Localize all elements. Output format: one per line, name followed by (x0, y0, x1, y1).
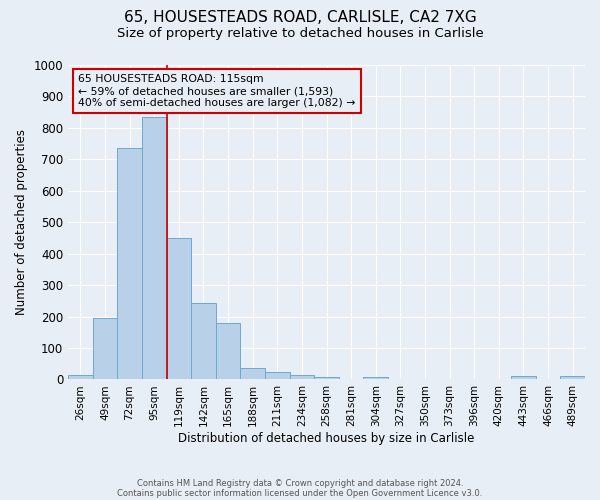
Bar (241, 368, 265, 380)
Bar (314, 377, 339, 380)
Bar (560, 376, 585, 380)
Bar (265, 372, 290, 380)
Bar (167, 238, 191, 380)
Text: 65 HOUSESTEADS ROAD: 115sqm
← 59% of detached houses are smaller (1,593)
40% of : 65 HOUSESTEADS ROAD: 115sqm ← 59% of det… (79, 74, 356, 108)
Bar (68, 374, 92, 380)
Text: Contains public sector information licensed under the Open Government Licence v3: Contains public sector information licen… (118, 488, 482, 498)
Bar (511, 376, 536, 380)
Bar (142, 117, 167, 380)
Bar (364, 377, 388, 380)
Bar (117, 148, 142, 380)
Y-axis label: Number of detached properties: Number of detached properties (15, 129, 28, 315)
X-axis label: Distribution of detached houses by size in Carlisle: Distribution of detached houses by size … (178, 432, 475, 445)
Bar (290, 374, 314, 380)
Bar (216, 323, 241, 380)
Bar (191, 303, 216, 380)
Bar (92, 318, 117, 380)
Text: Size of property relative to detached houses in Carlisle: Size of property relative to detached ho… (116, 28, 484, 40)
Text: 65, HOUSESTEADS ROAD, CARLISLE, CA2 7XG: 65, HOUSESTEADS ROAD, CARLISLE, CA2 7XG (124, 10, 476, 25)
Text: Contains HM Land Registry data © Crown copyright and database right 2024.: Contains HM Land Registry data © Crown c… (137, 478, 463, 488)
